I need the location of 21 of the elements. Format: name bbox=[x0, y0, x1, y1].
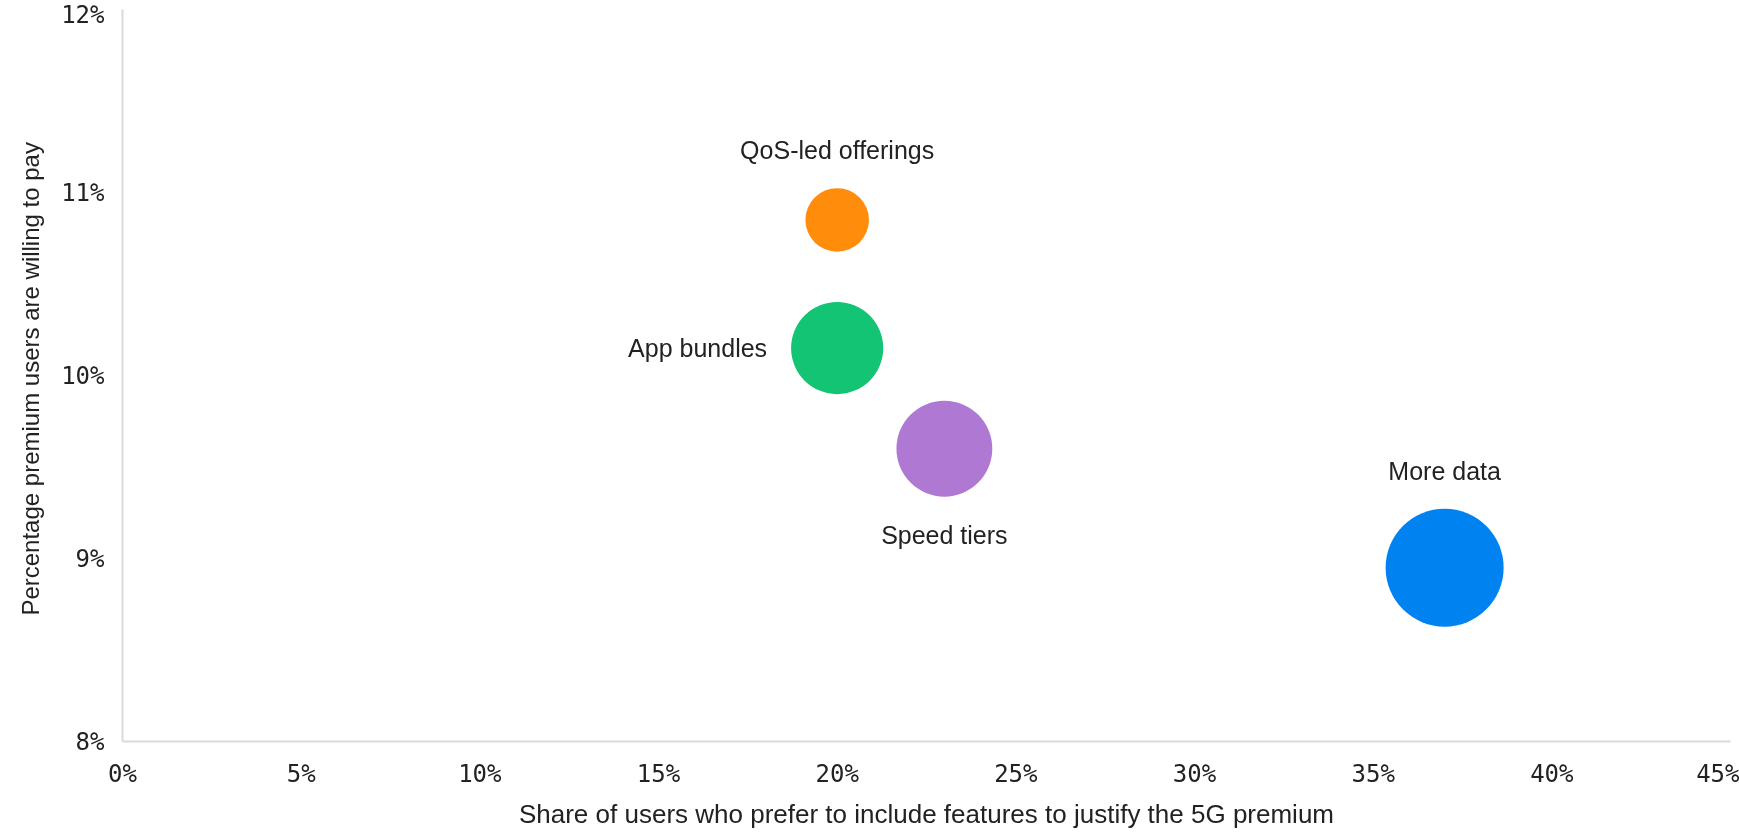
y-tick-label: 9% bbox=[75, 544, 106, 573]
y-axis-title: Percentage premium users are willing to pay bbox=[17, 142, 45, 616]
y-tick-label: 11% bbox=[61, 178, 106, 207]
x-tick-label: 20% bbox=[815, 759, 860, 788]
x-tick-label: 10% bbox=[458, 759, 503, 788]
x-tick-label: 25% bbox=[994, 759, 1039, 788]
y-tick-label: 8% bbox=[75, 727, 106, 756]
x-tick-label: 45% bbox=[1696, 759, 1739, 788]
x-tick-label: 30% bbox=[1172, 759, 1217, 788]
y-tick-label: 12% bbox=[61, 0, 106, 29]
x-tick-label: 40% bbox=[1530, 759, 1575, 788]
x-tick-label: 15% bbox=[636, 759, 681, 788]
series-label: QoS-led offerings bbox=[740, 136, 935, 165]
x-tick-label: 35% bbox=[1351, 759, 1396, 788]
series-label: App bundles bbox=[628, 334, 768, 363]
x-tick-label: 5% bbox=[286, 759, 317, 788]
y-tick-label: 10% bbox=[61, 361, 106, 390]
x-axis-title: Share of users who prefer to include features to justify the 5G premium bbox=[518, 798, 1335, 829]
x-tick-label: 0% bbox=[108, 759, 138, 788]
series-label: More data bbox=[1388, 456, 1502, 485]
series-label: Speed tiers bbox=[881, 520, 1008, 549]
